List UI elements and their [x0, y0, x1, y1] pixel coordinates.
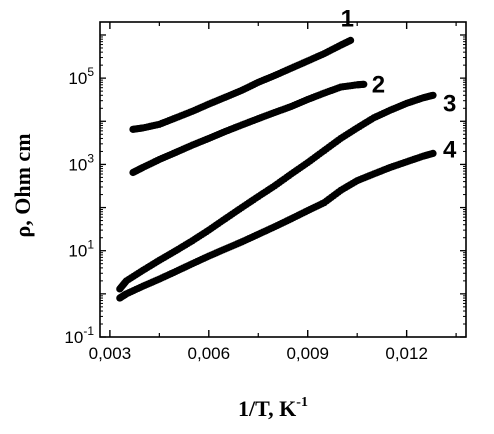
- y-tick-base: 10: [68, 242, 87, 261]
- y-tick-base: 10: [68, 69, 87, 88]
- x-tick-label: 0,006: [188, 344, 231, 363]
- x-tick-label: 0,012: [385, 344, 428, 363]
- data-point: [429, 91, 437, 99]
- data-point: [429, 149, 437, 158]
- x-tick-label: 0,003: [89, 344, 132, 363]
- y-tick-exponent: 5: [87, 65, 94, 79]
- y-tick-exponent: -1: [83, 324, 94, 338]
- curve-label-4: 4: [443, 136, 457, 163]
- x-axis-title-text: 1/T, K: [238, 396, 296, 421]
- series-1: [129, 36, 355, 133]
- y-tick-label: 105: [68, 65, 94, 88]
- curve-label-3: 3: [443, 90, 456, 117]
- series-4: [116, 149, 437, 302]
- y-tick-label: 101: [68, 238, 94, 261]
- y-tick-base: 10: [68, 155, 87, 174]
- y-axis-title: ρ, Ohm cm: [10, 133, 35, 237]
- data-point: [346, 36, 355, 44]
- series-3: [116, 91, 437, 293]
- y-tick-label: 103: [68, 151, 94, 174]
- curve-label-1: 1: [341, 5, 354, 32]
- plot-frame: [99, 21, 467, 338]
- y-tick-label: 10-1: [64, 324, 94, 347]
- y-tick-exponent: 3: [87, 151, 94, 165]
- y-tick-exponent: 1: [87, 238, 94, 252]
- series-2: [129, 80, 368, 177]
- x-axis-title: 1/T, K-1: [238, 395, 308, 421]
- data-point: [360, 80, 368, 88]
- x-axis-title-exponent: -1: [296, 395, 308, 410]
- x-tick-label: 0,009: [286, 344, 329, 363]
- curve-label-2: 2: [372, 71, 385, 98]
- y-tick-base: 10: [64, 328, 83, 347]
